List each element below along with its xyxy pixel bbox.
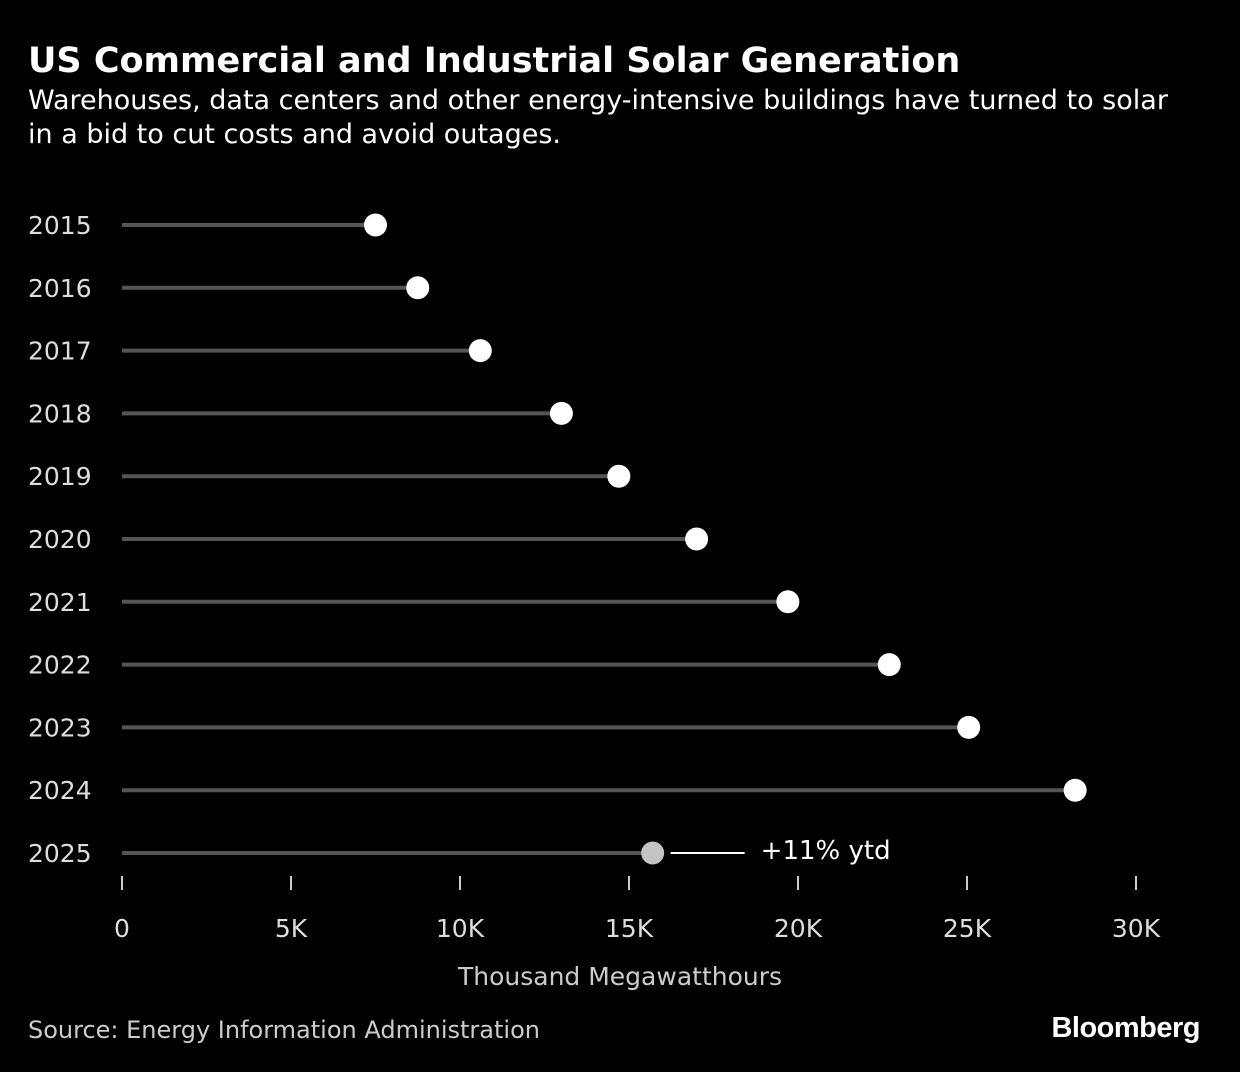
y-tick-label-2025: 2025 <box>28 839 92 868</box>
dot-2016 <box>406 276 430 300</box>
dot-2021 <box>776 590 800 614</box>
x-tick-label-30K: 30K <box>1112 914 1161 943</box>
x-axis-label: Thousand Megawatthours <box>457 962 782 991</box>
bloomberg-logo: Bloomberg <box>1051 1012 1200 1044</box>
source-note: Source: Energy Information Administratio… <box>28 1016 540 1044</box>
y-tick-label-2022: 2022 <box>28 651 92 680</box>
y-tick-label-2021: 2021 <box>28 588 92 617</box>
dot-2015 <box>364 213 387 237</box>
dot-2019 <box>607 464 631 488</box>
y-tick-label-2023: 2023 <box>28 713 92 742</box>
y-tick-label-2019: 2019 <box>28 462 92 491</box>
y-tick-label-2018: 2018 <box>28 399 92 428</box>
annotation-label: +11% ytd <box>761 836 891 866</box>
x-tick-label-20K: 20K <box>774 914 823 943</box>
x-tick-label-0: 0 <box>114 914 130 943</box>
chart-subtitle: Warehouses, data centers and other energ… <box>28 85 1168 150</box>
y-tick-label-2015: 2015 <box>28 211 92 240</box>
x-axis: 0 5K 10K 15K 20K 25K 30K <box>114 876 1161 943</box>
chart-title: US Commercial and Industrial Solar Gener… <box>28 41 961 81</box>
y-tick-label-2024: 2024 <box>28 776 92 805</box>
lollipop-chart: 2015 2016 2017 2018 2019 2020 2021 2022 2023 2024… <box>28 211 1161 991</box>
dot-2017 <box>468 339 492 363</box>
dot-2018 <box>549 401 573 425</box>
x-tick-label-25K: 25K <box>943 914 992 943</box>
dot-2022 <box>877 653 901 677</box>
dot-2020 <box>685 527 709 551</box>
x-tick-label-5K: 5K <box>275 914 308 943</box>
dot-2024 <box>1063 778 1087 802</box>
y-tick-label-2016: 2016 <box>28 274 92 303</box>
dot-2023 <box>957 715 981 739</box>
y-tick-label-2020: 2020 <box>28 525 92 554</box>
x-tick-label-10K: 10K <box>436 914 485 943</box>
x-tick-label-15K: 15K <box>605 914 654 943</box>
chart-rows: 2015 2016 2017 2018 2019 2020 2021 2022 2023 2024… <box>28 211 1087 868</box>
dot-2025 <box>641 841 665 865</box>
y-tick-label-2017: 2017 <box>28 337 92 366</box>
